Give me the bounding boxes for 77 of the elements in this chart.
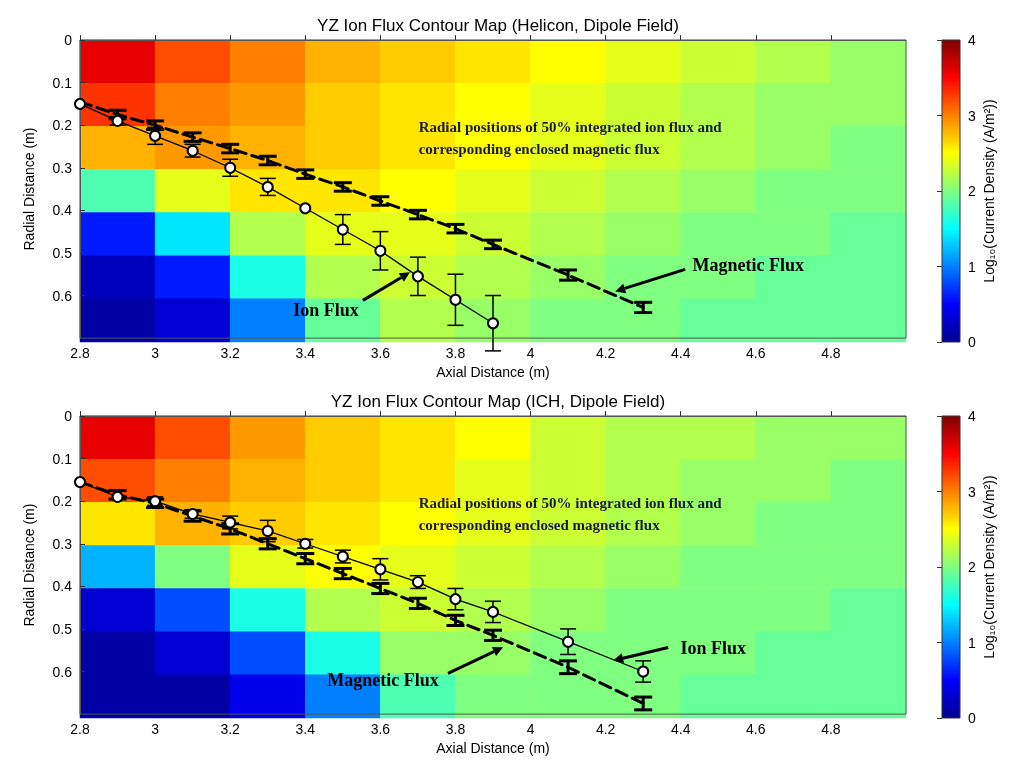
y-axis-title: Radial Distance (m) bbox=[21, 503, 37, 627]
x-tick-label: 4.4 bbox=[670, 345, 691, 362]
y-tick-label: 0 bbox=[64, 32, 73, 48]
x-tick-label: 3.8 bbox=[445, 721, 466, 738]
x-axis-title: Axial Distance (m) bbox=[436, 364, 550, 380]
y-tick-label: 0.3 bbox=[52, 535, 73, 552]
point bbox=[74, 476, 86, 489]
color-bar-label: 1 bbox=[968, 634, 976, 651]
color-bar-label: 4 bbox=[968, 32, 976, 48]
point bbox=[74, 97, 86, 110]
y-tick-label: 0.3 bbox=[52, 159, 73, 176]
color-bar-label: 3 bbox=[968, 483, 976, 500]
point bbox=[374, 563, 387, 576]
y-axis-title: Radial Distance (m) bbox=[21, 127, 37, 251]
y-tick-label: 0.6 bbox=[52, 287, 73, 304]
x-tick-label: 3.6 bbox=[370, 345, 391, 362]
y-tick-label: 0.6 bbox=[52, 663, 73, 680]
y-tick-label: 0.4 bbox=[52, 578, 73, 595]
y-tick-label: 0.5 bbox=[52, 244, 73, 261]
x-tick-label: 3.4 bbox=[295, 345, 316, 362]
x-tick-label: 3.8 bbox=[445, 345, 466, 362]
text: Magnetic Flux bbox=[327, 670, 439, 691]
point bbox=[224, 161, 237, 174]
color-bar-label: 0 bbox=[968, 710, 976, 726]
x-tick-label: 4.6 bbox=[746, 345, 766, 362]
point bbox=[299, 202, 312, 215]
x-tick-label: 3.2 bbox=[220, 345, 241, 362]
x-tick-label: 3 bbox=[151, 345, 160, 362]
x-tick-label: 4.8 bbox=[821, 721, 841, 738]
annotation: Radial positions of 50% integrated ion flux and corresponding enclosed magnetic flux bbox=[418, 494, 726, 533]
legend-label: Ion Flux bbox=[680, 637, 746, 658]
color-bar-label: 2 bbox=[968, 559, 976, 575]
color-bar-label: 0 bbox=[968, 334, 976, 350]
x-tick-label: 4.2 bbox=[595, 721, 616, 738]
y-tick-label: 0 bbox=[64, 408, 73, 424]
x-tick-label: 4.6 bbox=[746, 721, 766, 738]
y-tick-label: 0.2 bbox=[52, 117, 73, 134]
point bbox=[487, 317, 499, 330]
y-tick-label: 0.1 bbox=[52, 450, 73, 467]
x-tick-label: 4 bbox=[526, 345, 535, 362]
color-bar-label: 4 bbox=[968, 408, 976, 424]
y-tick-label: 0.5 bbox=[52, 620, 73, 637]
y-tick-label: 0.4 bbox=[52, 202, 73, 219]
point bbox=[449, 593, 462, 606]
color-bar-label: 2 bbox=[968, 183, 976, 199]
x-tick-label: 4.2 bbox=[595, 345, 616, 362]
color-bar-label: 3 bbox=[968, 107, 976, 124]
point bbox=[411, 270, 424, 283]
x-tick-label: 3 bbox=[151, 721, 160, 738]
text: Ion Flux bbox=[293, 300, 359, 321]
x-tick-label: 4.8 bbox=[821, 345, 841, 362]
point bbox=[149, 129, 162, 142]
point bbox=[562, 635, 575, 648]
annotation: Radial positions of 50% integrated ion flux and corresponding enclosed magnetic flux bbox=[418, 118, 726, 157]
point bbox=[261, 180, 274, 193]
x-tick-label: 3.4 bbox=[295, 721, 316, 738]
color-bar-title: Log₁₀(Current Density (A/m²)) bbox=[981, 99, 997, 283]
point bbox=[261, 524, 274, 537]
color-bar-label: 1 bbox=[968, 258, 976, 275]
x-tick-label: 2.8 bbox=[70, 721, 90, 738]
x-axis-title: Axial Distance (m) bbox=[436, 740, 550, 756]
point bbox=[449, 293, 462, 306]
color-bar-title: Log₁₀(Current Density (A/m²)) bbox=[981, 475, 997, 659]
x-tick-label: 4.4 bbox=[670, 721, 691, 738]
text: Magnetic Flux bbox=[692, 255, 804, 276]
point bbox=[374, 244, 387, 257]
point bbox=[487, 605, 499, 618]
chart-title: YZ Ion Flux Contour Map (Helicon, Dipole Field) bbox=[317, 16, 679, 35]
x-tick-label: 3.6 bbox=[370, 721, 391, 738]
y-tick-label: 0.2 bbox=[52, 493, 73, 510]
chart-title: YZ Ion Flux Contour Map (ICH, Dipole Field) bbox=[330, 392, 666, 411]
point bbox=[336, 223, 349, 236]
point bbox=[637, 665, 650, 678]
x-tick-label: 3.2 bbox=[220, 721, 241, 738]
y-tick-label: 0.1 bbox=[52, 74, 73, 91]
x-tick-label: 4 bbox=[526, 721, 535, 738]
x-tick-label: 2.8 bbox=[70, 345, 90, 362]
